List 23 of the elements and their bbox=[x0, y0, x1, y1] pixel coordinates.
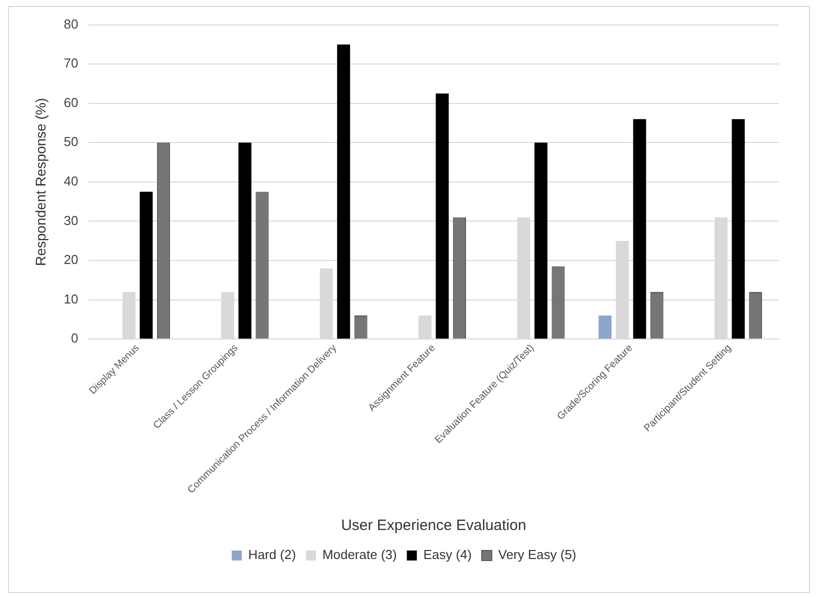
x-axis-title: User Experience Evaluation bbox=[341, 517, 526, 534]
y-tick-label: 0 bbox=[71, 330, 78, 346]
y-axis-title: Respondent Response (%) bbox=[32, 98, 48, 266]
legend-label: Moderate (3) bbox=[322, 547, 397, 562]
y-tick-label: 30 bbox=[64, 212, 78, 228]
y-tick-label: 40 bbox=[64, 174, 78, 189]
bar bbox=[598, 316, 612, 339]
bar bbox=[732, 119, 745, 339]
bar bbox=[337, 44, 350, 339]
y-tick-label: 80 bbox=[64, 16, 78, 32]
bar bbox=[534, 142, 548, 339]
bar bbox=[238, 142, 252, 339]
y-tick-label: 20 bbox=[64, 252, 78, 268]
legend-label: Hard (2) bbox=[248, 547, 296, 562]
legend-label: Easy (4) bbox=[423, 547, 472, 562]
y-tick-label: 70 bbox=[64, 56, 78, 71]
legend-label: Very Easy (5) bbox=[498, 547, 576, 562]
bar bbox=[436, 94, 449, 339]
bar bbox=[633, 119, 646, 339]
y-tick-label: 50 bbox=[64, 134, 78, 150]
bar bbox=[140, 192, 153, 339]
y-tick-label: 10 bbox=[64, 291, 78, 306]
y-tick-label: 60 bbox=[64, 94, 78, 110]
